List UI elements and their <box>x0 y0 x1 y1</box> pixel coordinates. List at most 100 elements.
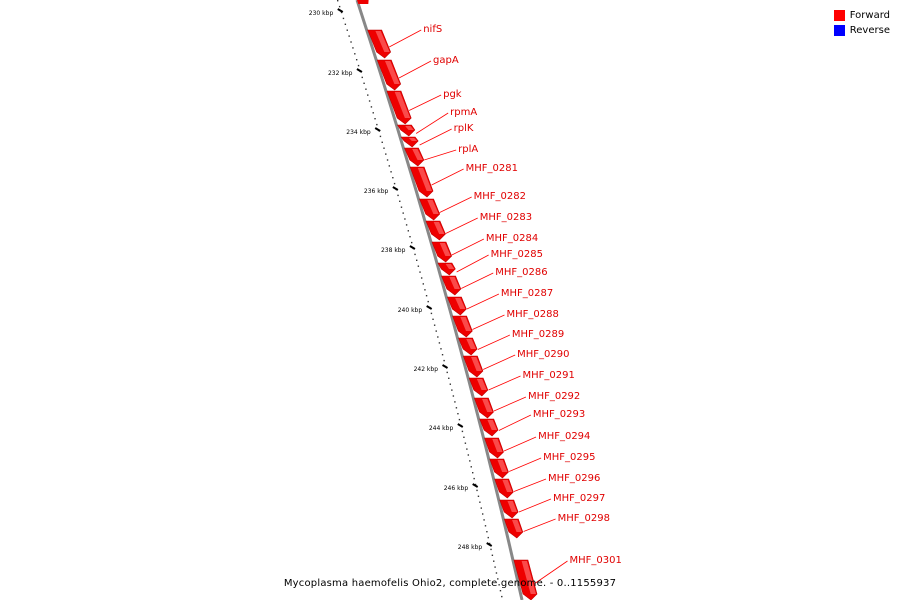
scale-label: 230 kbp <box>309 10 334 17</box>
scale-minor-tick <box>473 477 475 480</box>
gene-body[interactable] <box>419 198 441 221</box>
gene-rplK[interactable]: rplK <box>400 123 474 148</box>
scale-minor-tick <box>367 94 369 96</box>
gene-MHF_0295[interactable]: MHF_0295 <box>489 452 596 479</box>
gene-label: rplA <box>458 144 478 155</box>
scale-minor-tick <box>354 53 356 55</box>
scale-minor-tick <box>337 0 339 2</box>
gene-MHF_0296[interactable]: MHF_0296 <box>494 473 601 499</box>
scale-minor-tick <box>422 283 425 285</box>
gene-MHF_0291[interactable]: MHF_0291 <box>468 370 575 397</box>
scale-minor-tick <box>372 112 374 114</box>
scale-minor-tick <box>497 578 499 580</box>
gene-rplA[interactable]: rplA <box>403 144 478 167</box>
scale-minor-tick <box>472 472 474 474</box>
legend-reverse-label: Reverse <box>849 25 890 36</box>
gene-label: MHF_0290 <box>517 349 569 360</box>
gene-MHF_0286[interactable]: MHF_0286 <box>441 267 548 296</box>
scale-minor-tick <box>476 489 478 492</box>
scale-minor-tick <box>487 536 489 539</box>
gene-leader-line <box>488 375 521 391</box>
gene-pgk[interactable]: pgk <box>386 89 462 125</box>
gene-MHF_0285[interactable]: MHF_0285 <box>437 249 543 276</box>
gene-MHF_0290[interactable]: MHF_0290 <box>462 349 570 378</box>
forward-swatch <box>833 10 845 21</box>
scale-minor-tick <box>402 212 404 214</box>
legend-item-forward: Forward <box>833 8 890 23</box>
gene-leader-line <box>466 293 500 310</box>
scale-minor-tick <box>440 348 442 350</box>
scale-minor-tick <box>463 436 465 438</box>
gene-rpmA[interactable]: rpmA <box>396 107 477 137</box>
scale-minor-tick <box>399 200 401 202</box>
scale-minor-tick <box>427 300 429 303</box>
gene-highlight <box>455 298 466 309</box>
gene-leader-line <box>389 29 422 48</box>
gene-label: MHF_0287 <box>501 288 553 299</box>
gene-highlight <box>405 126 414 130</box>
scale-label: 238 kbp <box>381 247 406 254</box>
scale-minor-tick <box>392 177 394 179</box>
gene-MHF_0293[interactable]: MHF_0293 <box>479 409 586 437</box>
scale-minor-tick <box>432 318 434 320</box>
gene-MHF_0283[interactable]: MHF_0283 <box>425 212 532 241</box>
gene-body[interactable] <box>431 241 453 263</box>
scale-minor-tick <box>501 595 503 598</box>
scale-minor-tick <box>390 171 392 173</box>
gene-label: MHF_0295 <box>543 452 595 463</box>
gene-label: nifS <box>423 24 442 35</box>
gene-label: MHF_0297 <box>553 493 605 504</box>
scale-minor-tick <box>355 59 358 61</box>
scale-minor-tick <box>451 389 453 391</box>
scale-minor-tick <box>438 342 441 344</box>
scale-ruler: 230 kbp 232 kbp 234 kbp 236 kbp 238 kbp 240 k… <box>309 0 503 598</box>
gene-MHF_0281[interactable]: MHF_0281 <box>409 163 518 198</box>
scale-minor-tick <box>495 572 498 574</box>
gene-MHF_0292[interactable]: MHF_0292 <box>473 391 580 419</box>
gene-label: rplK <box>454 123 474 134</box>
gene-gapA[interactable]: gapA <box>376 55 459 91</box>
scale-minor-tick <box>397 194 399 197</box>
scale-minor-tick <box>484 525 487 527</box>
gene-nifS[interactable]: nifS <box>367 24 442 59</box>
gene-track: nifS gapA pgk rpmA rplK rplA MHF_0281 MHF_0282 M… <box>355 0 622 600</box>
gene-MHF_0287[interactable]: MHF_0287 <box>446 288 553 316</box>
gene-highlight <box>471 357 482 371</box>
gene-label: MHF_0291 <box>523 370 575 381</box>
gene-MHF_0298[interactable]: MHF_0298 <box>503 513 610 539</box>
scale-minor-tick <box>441 354 444 356</box>
scale-label: 234 kbp <box>346 129 371 136</box>
scale-label: 244 kbp <box>429 425 454 432</box>
gene-highlight <box>512 520 522 532</box>
scale-minor-tick <box>443 359 445 362</box>
scale-minor-tick <box>348 35 350 37</box>
gene-MHF_0288[interactable]: MHF_0288 <box>452 309 559 338</box>
gene-MHF_0282[interactable]: MHF_0282 <box>419 191 526 221</box>
gene-leader-line <box>518 498 552 513</box>
gene-leader-line <box>461 272 494 289</box>
gene-label: rpmA <box>450 107 477 118</box>
scale-minor-tick <box>420 277 423 279</box>
scale-minor-tick <box>446 371 448 374</box>
gene-MHF_0289[interactable]: MHF_0289 <box>458 329 565 356</box>
scale-minor-tick <box>493 560 495 562</box>
scale-minor-tick <box>383 147 385 149</box>
scale-minor-tick <box>437 336 439 338</box>
gene-MHF_0297[interactable]: MHF_0297 <box>499 493 606 519</box>
genome-backbone <box>355 0 524 600</box>
gene-label: MHF_0286 <box>495 267 547 278</box>
gene-highlight <box>433 222 445 234</box>
gene-partial[interactable] <box>355 0 369 4</box>
gene-leader-line <box>431 168 464 186</box>
gene-MHF_0294[interactable]: MHF_0294 <box>484 431 591 459</box>
gene-MHF_0301[interactable]: MHF_0301 <box>513 555 622 600</box>
gene-label: MHF_0296 <box>548 473 600 484</box>
scale-minor-tick <box>361 76 363 79</box>
scale-minor-tick <box>486 531 488 533</box>
gene-body[interactable] <box>452 315 473 338</box>
gene-leader-line <box>456 254 489 273</box>
gene-MHF_0284[interactable]: MHF_0284 <box>431 233 538 263</box>
gene-label: pgk <box>443 89 462 100</box>
scale-label: 242 kbp <box>414 366 439 373</box>
